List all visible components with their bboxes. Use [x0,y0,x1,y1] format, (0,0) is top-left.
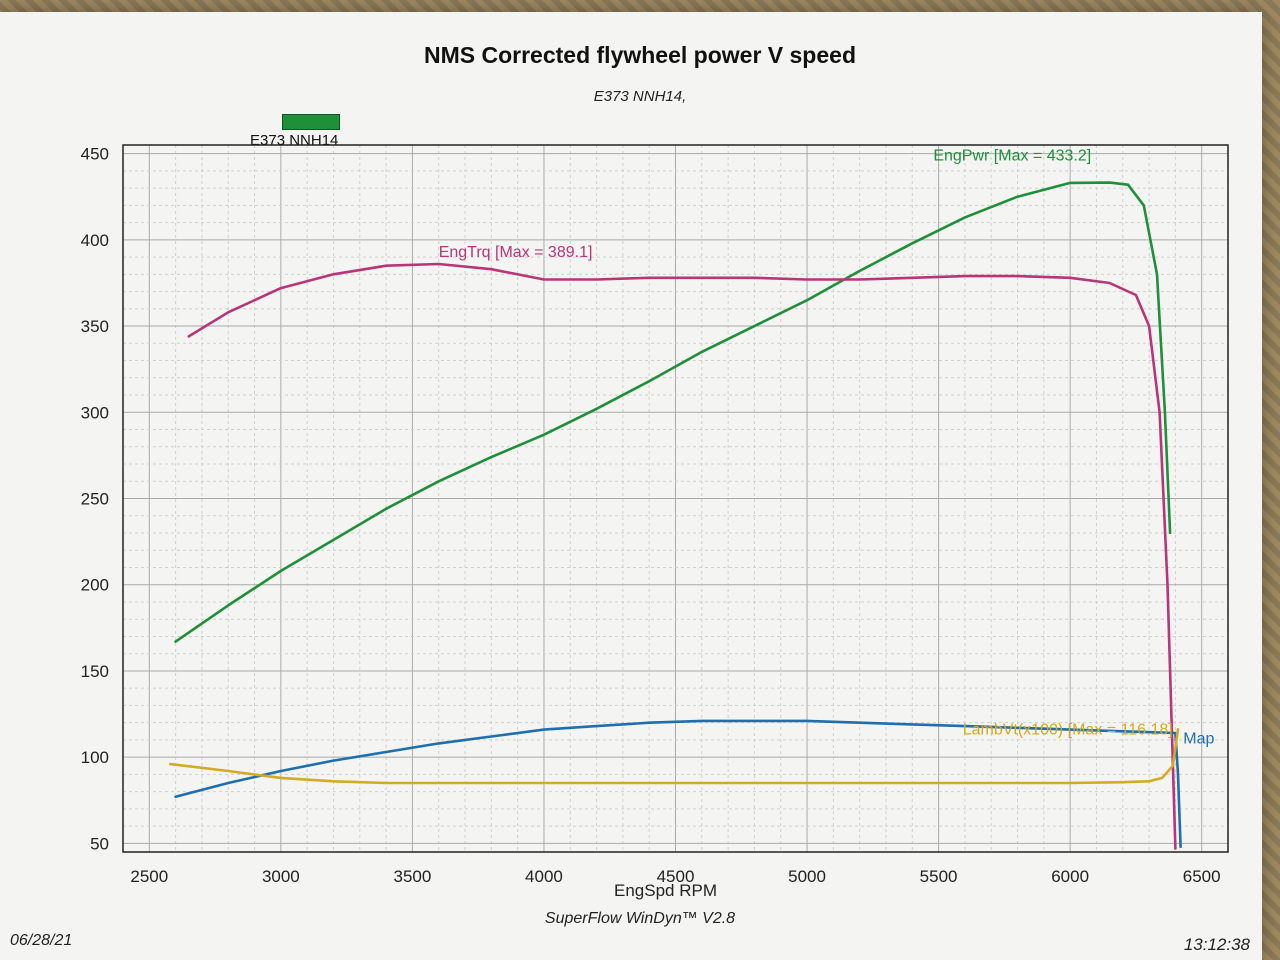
series-label-map: Map [1183,730,1214,747]
series-label-engpwr: EngPwr [Max = 433.2] [933,148,1091,165]
y-tick-label: 200 [81,576,109,595]
y-tick-label: 250 [81,490,109,509]
x-tick-label: 3000 [262,867,300,886]
x-tick-label: 6000 [1051,867,1089,886]
series-label-layer: EngPwr [Max = 433.2] EngTrq [Max = 389.1]… [439,148,1215,748]
chart-title: NMS Corrected flywheel power V speed [423,42,856,68]
grid-layer [122,145,1229,852]
x-tick-label: 5000 [788,867,826,886]
x-tick-label: 6500 [1183,867,1221,886]
series-label-engtrq: EngTrq [Max = 389.1] [439,244,593,261]
y-tick-label: 300 [81,403,109,422]
x-tick-label: 4500 [657,867,695,886]
paper-sheet [0,12,1262,960]
series-layer [169,181,1182,850]
x-tick-label: 3500 [393,867,431,886]
chart-subtitle: E373 NNH14, [593,88,687,105]
y-tick-label: 50 [90,834,109,853]
y-tick-label: 100 [81,748,109,767]
x-axis-label: EngSpd RPM [614,881,717,900]
series-line-map [174,719,1182,849]
y-tick-label: 450 [81,145,109,164]
x-tick-label: 4000 [525,867,563,886]
legend-swatch [282,114,340,130]
plot-frame [122,144,1229,853]
y-tick-label: 150 [81,662,109,681]
footer-software: SuperFlow WinDyn™ V2.8 [544,910,736,927]
series-line-engpwr [174,181,1172,643]
series-label-lambvt-x100: LambVt(x100) [Max = 116.18] [963,722,1173,739]
tick-layer: 50 100 150 200 250 300 350 400 450 2500 3000 3500 40… [81,145,1221,886]
series-line-lambvt-x100 [169,728,1180,785]
series-line-engtrq [187,262,1177,850]
footer-date: 06/28/21 [10,932,73,949]
x-tick-label: 5500 [920,867,958,886]
footer-time: 13:12:38 [1183,935,1250,954]
y-tick-label: 400 [81,231,109,250]
y-tick-label: 350 [81,317,109,336]
x-tick-label: 2500 [130,867,168,886]
